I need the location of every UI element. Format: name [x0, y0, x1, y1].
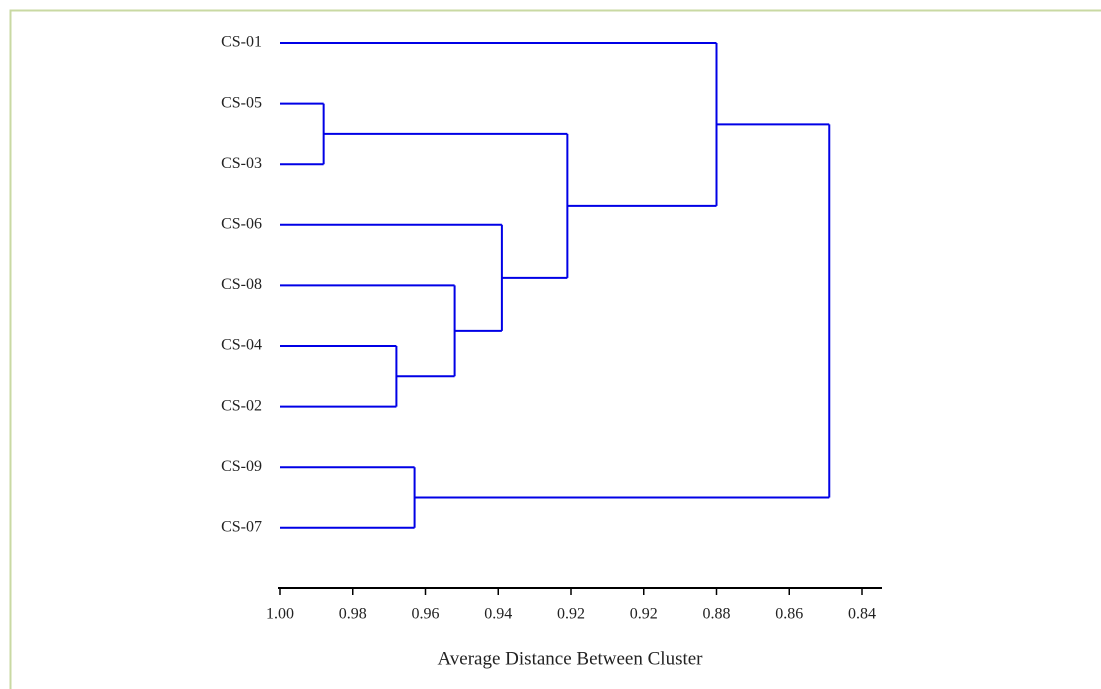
x-tick-label: 0.96: [412, 606, 440, 623]
leaf-label: CS-09: [221, 458, 262, 475]
x-tick-label: 0.86: [775, 606, 803, 623]
leaf-label: CS-05: [221, 94, 262, 111]
merge-bracket: [414, 123, 831, 499]
x-tick-label: 0.84: [848, 606, 876, 623]
leaf-label: CS-02: [221, 397, 262, 414]
merge-bracket: [280, 284, 456, 378]
frame-border: [9, 9, 1101, 689]
x-axis-title: Average Distance Between Cluster: [437, 648, 703, 669]
merge-bracket: [280, 102, 325, 166]
leaf-label: CS-04: [221, 337, 262, 354]
x-tick-label: 0.94: [484, 606, 512, 623]
x-tick-label: 0.92: [557, 606, 585, 623]
leaf-label: CS-07: [221, 518, 262, 535]
leaf-label: CS-03: [221, 155, 262, 172]
x-tick-label: 0.88: [703, 606, 731, 623]
merge-bracket: [280, 42, 718, 207]
merge-bracket: [280, 223, 503, 332]
merge-bracket: [280, 466, 416, 529]
leaf-label: CS-06: [221, 215, 262, 232]
x-tick-label: 0.92: [630, 606, 658, 623]
merge-bracket: [280, 345, 398, 408]
x-tick-label: 1.00: [266, 606, 294, 623]
x-tick-label: 0.98: [339, 606, 367, 623]
merge-bracket: [323, 132, 569, 279]
leaf-label: CS-01: [221, 34, 262, 51]
leaf-label: CS-08: [221, 276, 262, 293]
